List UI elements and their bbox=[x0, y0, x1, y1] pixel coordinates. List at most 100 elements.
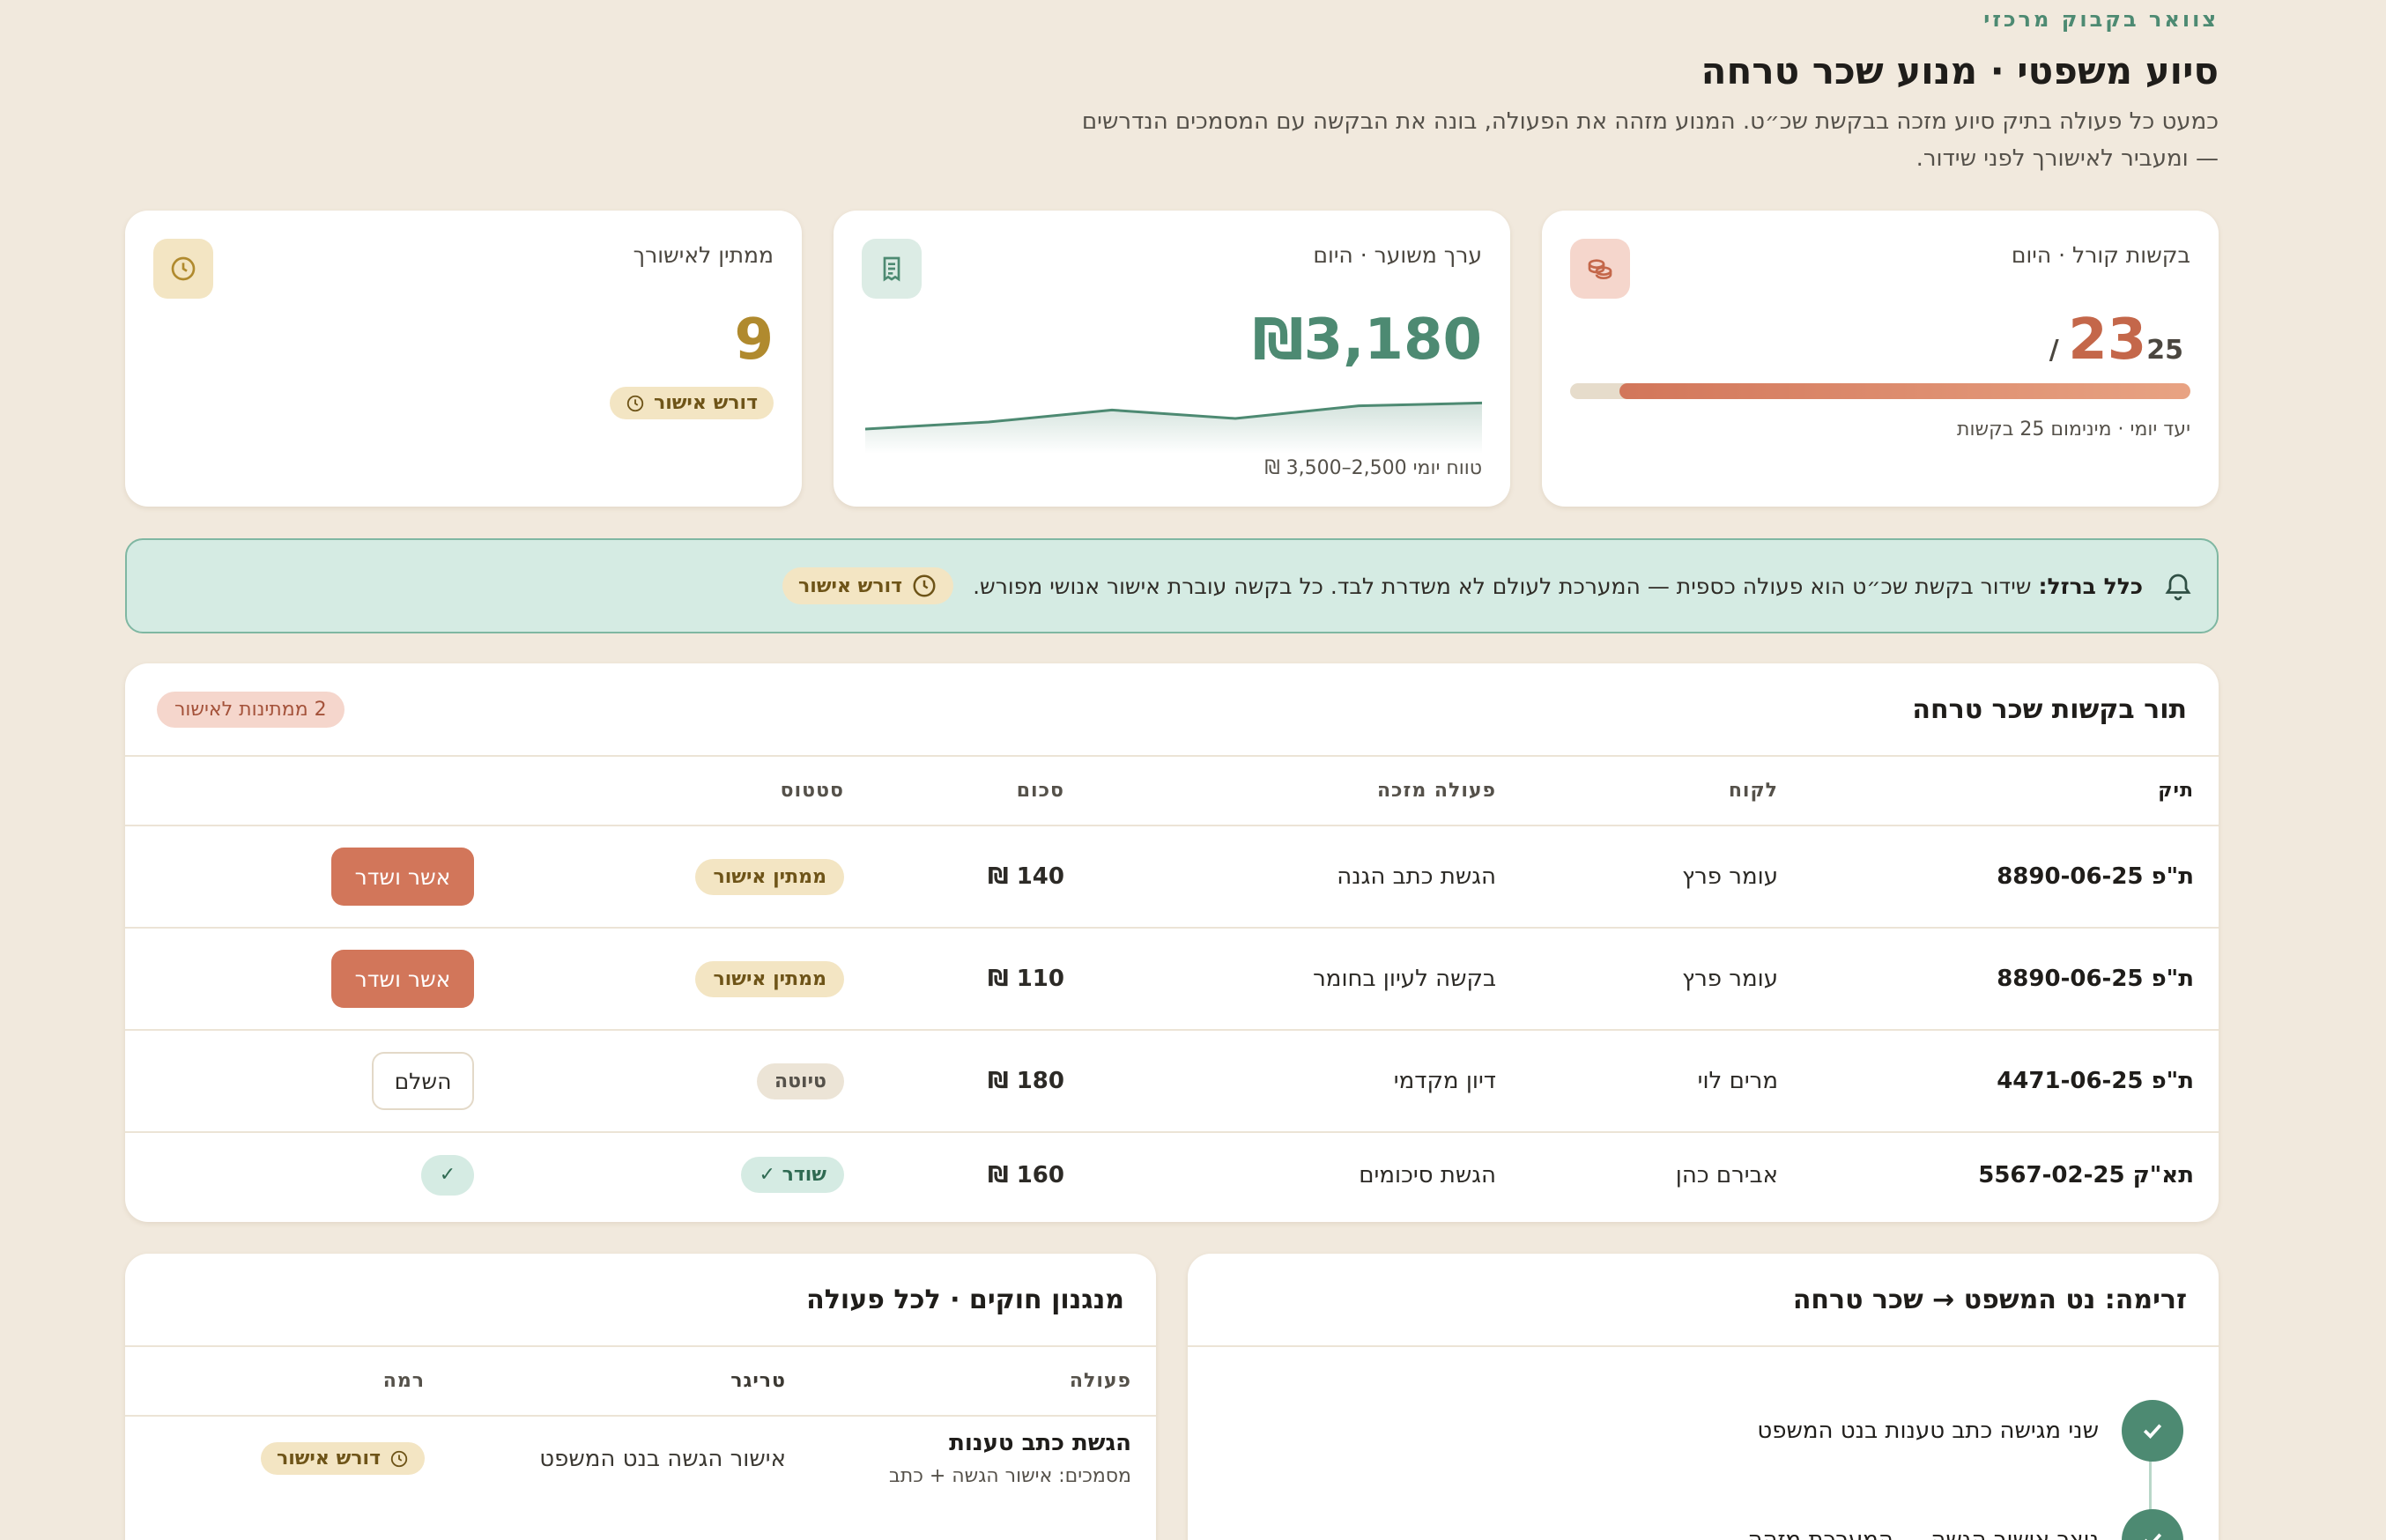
row-file: ת"פ 8890-06-25 bbox=[1778, 826, 2219, 929]
clock-icon bbox=[153, 239, 213, 299]
alert-lead: כלל ברזל: bbox=[2038, 573, 2143, 599]
row-file: ת"פ 4471-06-25 bbox=[1778, 1030, 2219, 1133]
requests-card: בקשות קורל · היום 2325 / יעד יומי · מיני… bbox=[1542, 211, 2219, 507]
flow-step: שני מגישה כתב טענות בנט המשפט bbox=[1757, 1400, 2183, 1462]
rule-trigger: אישור הגשה בנט המשפט bbox=[539, 1445, 786, 1472]
row-client: אבירם כהן bbox=[1675, 1161, 1778, 1188]
table-row: ת"פ 8890-06-25 עומר פרץ הגשת כתב הגנה 14… bbox=[125, 826, 2219, 929]
pending-count-badge: 2 ממתינות לאישור bbox=[157, 691, 345, 728]
pending-count: 9 bbox=[734, 307, 774, 373]
requires-approval-label: דורש אישור bbox=[653, 392, 758, 414]
row-file: תא"ק 5567-02-25 bbox=[1978, 1161, 2194, 1188]
table-row: ת"פ 4471-06-25 מרים לוי דיון מקדמי 180 ₪… bbox=[125, 1030, 2219, 1133]
table-row: ת"פ 8890-06-25 עומר פרץ בקשה לעיון בחומר… bbox=[125, 928, 2219, 1031]
check-icon bbox=[2122, 1509, 2183, 1540]
sent-check-icon: ✓ bbox=[421, 1154, 474, 1196]
value-label: ערך משוער · היום bbox=[1313, 242, 1482, 268]
bottom-panels: זרימה: נט המשפט → שכר טרחה שני מגישה כתב… bbox=[125, 1254, 2219, 1540]
requests-target: 25 / bbox=[2049, 335, 2183, 366]
row-file: ת"פ 8890-06-25 bbox=[1778, 928, 2219, 1031]
table-row: תא"ק 5567-02-25 אבירם כהן הגשת סיכומים 1… bbox=[125, 1132, 2219, 1217]
col-status: סטטוס bbox=[474, 757, 844, 826]
col-rule-action: פעולה bbox=[786, 1347, 1156, 1417]
receipt-icon bbox=[862, 239, 922, 299]
requires-approval-label: דורש אישור bbox=[798, 574, 903, 597]
iron-rule-alert: כלל ברזל: שידור בקשת שכ״ט הוא פעולה כספי… bbox=[125, 538, 2219, 633]
requests-progress bbox=[1570, 383, 2190, 399]
status-badge: טיוטה bbox=[756, 1062, 844, 1099]
col-file: תיק bbox=[1778, 757, 2219, 826]
col-amount: סכום bbox=[844, 757, 1064, 826]
flow-step-text: נוצר אישור הגשה — המערכת מזהה bbox=[1747, 1527, 2099, 1540]
row-client: עומר פרץ bbox=[1496, 928, 1778, 1031]
col-rule-level: רמה bbox=[125, 1347, 425, 1417]
page-subtitle: כמעט כל פעולה בתיק סיוע מזכה בבקשת שכ״ט.… bbox=[1081, 108, 2219, 172]
check-icon bbox=[2122, 1400, 2183, 1462]
page-title: סיוע משפטי · מנוע שכר טרחה bbox=[1701, 49, 2219, 93]
clock-icon bbox=[390, 1450, 408, 1467]
value-note: טווח יומי 2,500–3,500 ₪ bbox=[1264, 457, 1482, 479]
row-amount: 140 ₪ bbox=[844, 826, 1064, 929]
queue-header: תור בקשות שכר טרחה 2 ממתינות לאישור bbox=[125, 663, 2219, 757]
rules-table: פעולה טריגר רמה הגשת כתב טענות מסמכים: א… bbox=[125, 1347, 1156, 1500]
fee-request-queue: תור בקשות שכר טרחה 2 ממתינות לאישור תיק … bbox=[125, 663, 2219, 1222]
flow-header: זרימה: נט המשפט → שכר טרחה bbox=[1188, 1254, 2219, 1347]
sparkline-area bbox=[865, 403, 1482, 454]
clock-icon bbox=[913, 574, 936, 597]
complete-button[interactable]: השלם bbox=[372, 1052, 474, 1110]
rules-title: מנגנון חוקים · לכל פעולה bbox=[806, 1284, 1124, 1315]
status-badge: ממתין אישור bbox=[695, 960, 844, 997]
approve-send-button[interactable]: אשר ושדר bbox=[331, 848, 474, 906]
col-client: לקוח bbox=[1496, 757, 1778, 826]
row-client: מרים לוי bbox=[1496, 1030, 1778, 1133]
flow-panel: זרימה: נט המשפט → שכר טרחה שני מגישה כתב… bbox=[1188, 1254, 2219, 1540]
col-action: פעולה מזכה bbox=[1064, 757, 1496, 826]
approve-send-button[interactable]: אשר ושדר bbox=[331, 950, 474, 1008]
requests-count: 2325 / bbox=[2049, 307, 2190, 373]
row-amount: 110 ₪ bbox=[844, 928, 1064, 1031]
row-action: הגשת כתב הגנה bbox=[1064, 826, 1496, 929]
table-row: הגשת כתב טענות מסמכים: אישור הגשה + כתב … bbox=[125, 1416, 1156, 1500]
rule-action-title: הגשת כתב טענות bbox=[949, 1430, 1131, 1456]
requests-note: יעד יומי · מינימום 25 בקשות bbox=[1957, 418, 2190, 441]
requires-approval-pill: דורש אישור bbox=[609, 387, 774, 419]
requests-value: 23 bbox=[2068, 307, 2147, 373]
status-badge: ממתין אישור bbox=[695, 858, 844, 895]
flow-connector bbox=[2149, 1428, 2152, 1540]
flow-steps: שני מגישה כתב טענות בנט המשפט נוצר אישור… bbox=[1188, 1347, 2219, 1540]
page-eyebrow: צוואר בקבוק מרכזי bbox=[1983, 7, 2219, 32]
value-amount: ₪3,180 bbox=[1252, 307, 1482, 373]
requires-approval-pill: דורש אישור bbox=[782, 567, 954, 604]
clock-icon bbox=[626, 395, 644, 411]
alert-text: כלל ברזל: שידור בקשת שכ״ט הוא פעולה כספי… bbox=[973, 574, 2143, 599]
value-trend-sparkline bbox=[865, 383, 1482, 454]
sparkline-line bbox=[865, 403, 1482, 429]
row-amount: 160 ₪ bbox=[988, 1161, 1064, 1188]
requests-progress-fill bbox=[1619, 383, 2190, 399]
alert-body: שידור בקשת שכ״ט הוא פעולה כספית — המערכת… bbox=[973, 573, 2039, 599]
requires-approval-label: דורש אישור bbox=[276, 1447, 381, 1470]
col-rule-trigger: טריגר bbox=[425, 1347, 786, 1417]
row-client: עומר פרץ bbox=[1496, 826, 1778, 929]
stat-cards: בקשות קורל · היום 2325 / יעד יומי · מיני… bbox=[125, 211, 2219, 507]
row-action: דיון מקדמי bbox=[1064, 1030, 1496, 1133]
rule-level: דורש אישור bbox=[125, 1416, 425, 1500]
value-card: ערך משוער · היום ₪3,180 טווח יומי 2,500–… bbox=[834, 211, 1510, 507]
queue-table: תיק לקוח פעולה מזכה סכום סטטוס ת"פ 8890-… bbox=[125, 757, 2219, 1217]
row-amount: 180 ₪ bbox=[844, 1030, 1064, 1133]
bell-icon bbox=[2165, 574, 2191, 601]
status-badge: שודר ✓ bbox=[741, 1157, 844, 1193]
pending-label: ממתין לאישורך bbox=[633, 242, 774, 268]
row-action: הגשת סיכומים bbox=[1359, 1161, 1496, 1188]
requests-label: בקשות קורל · היום bbox=[2011, 242, 2190, 268]
rules-header: מנגנון חוקים · לכל פעולה bbox=[125, 1254, 1156, 1347]
rules-panel: מנגנון חוקים · לכל פעולה פעולה טריגר רמה… bbox=[125, 1254, 1156, 1540]
flow-step: נוצר אישור הגשה — המערכת מזהה bbox=[1748, 1509, 2183, 1540]
col-actions bbox=[125, 757, 474, 826]
queue-title: תור בקשות שכר טרחה bbox=[1912, 693, 2187, 725]
requires-approval-pill: דורש אישור bbox=[260, 1442, 425, 1475]
coins-icon bbox=[1570, 239, 1630, 299]
page: צוואר בקבוק מרכזי סיוע משפטי · מנוע שכר … bbox=[125, 0, 2219, 1540]
rule-docs: מסמכים: אישור הגשה + כתב bbox=[889, 1465, 1131, 1487]
pending-card: ממתין לאישורך 9 דורש אישור bbox=[125, 211, 802, 507]
